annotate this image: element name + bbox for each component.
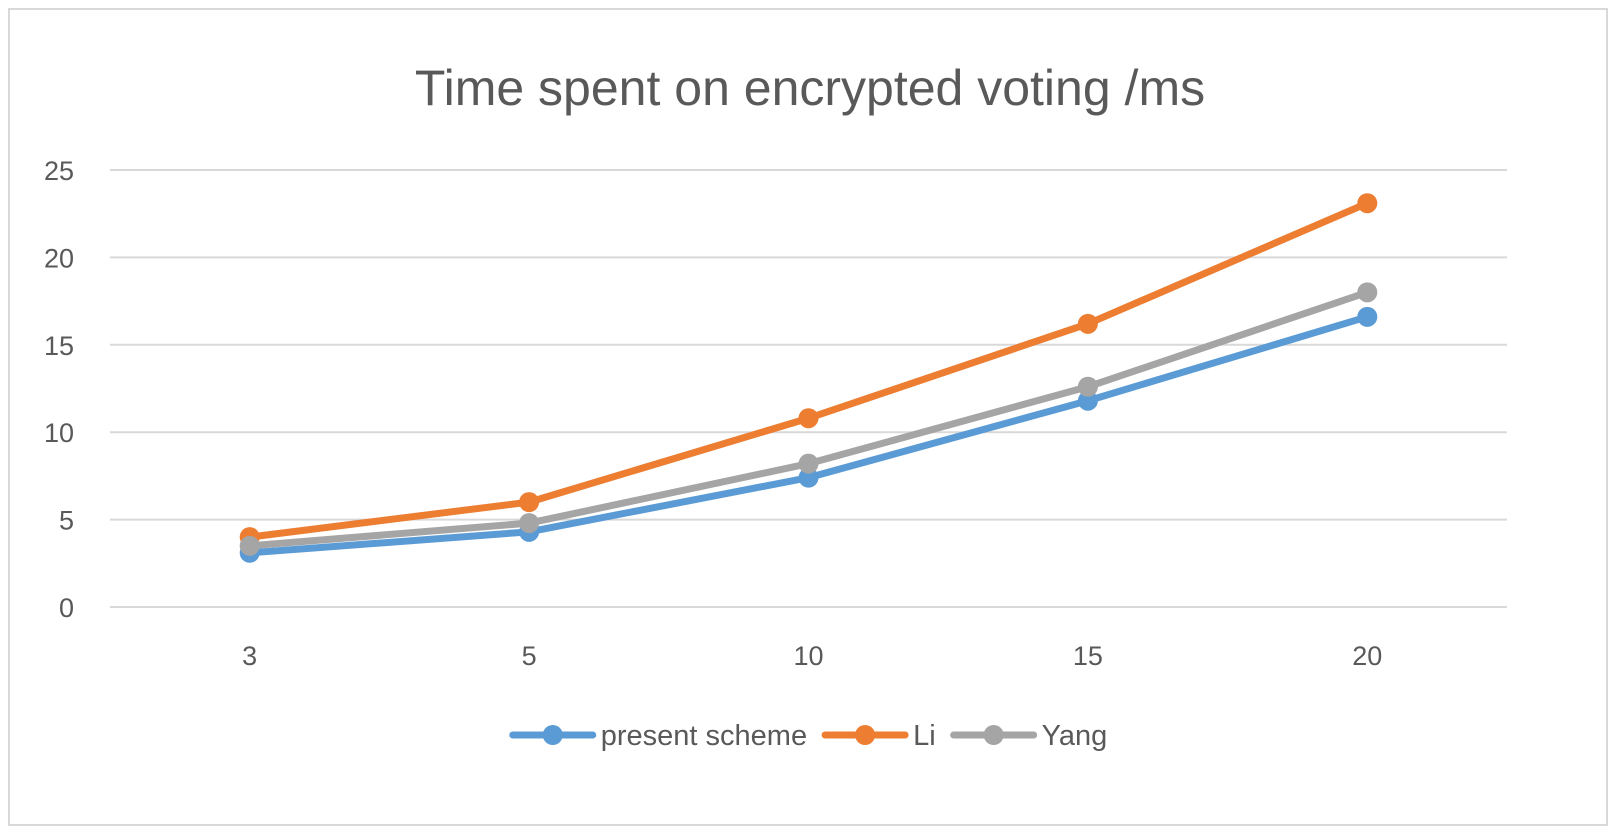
series-0 — [239, 306, 1378, 563]
series-2 — [239, 282, 1378, 556]
legend-label: present scheme — [601, 720, 807, 752]
x-tick-label: 5 — [522, 641, 537, 671]
gridlines — [110, 169, 1507, 608]
x-axis-tick-labels: 3 5 10 15 20 — [242, 641, 1382, 671]
y-tick-label: 20 — [44, 243, 74, 273]
data-point — [1357, 282, 1378, 303]
legend-item: Yang — [950, 720, 1108, 752]
chart-frame: Time spent on encrypted voting /ms 0 5 10 1… — [8, 8, 1608, 826]
data-point — [798, 453, 819, 474]
x-tick-label: 15 — [1073, 641, 1103, 671]
series-1 — [239, 193, 1378, 548]
data-point — [1077, 376, 1098, 397]
y-tick-label: 5 — [59, 506, 74, 536]
data-point — [1357, 306, 1378, 327]
legend-swatch-marker — [855, 725, 876, 745]
data-point — [798, 467, 819, 488]
data-point — [1357, 193, 1378, 214]
data-point — [1077, 390, 1098, 411]
legend: present scheme Li Yang — [509, 720, 1108, 752]
legend-item: present scheme — [509, 720, 807, 752]
data-point — [519, 513, 540, 534]
x-tick-label: 3 — [242, 641, 257, 671]
series-layer — [239, 193, 1378, 563]
y-tick-label: 10 — [44, 418, 74, 448]
legend-label: Yang — [1042, 720, 1108, 752]
legend-item: Li — [821, 720, 936, 752]
y-axis-tick-labels: 0 5 10 15 20 25 — [44, 156, 74, 623]
legend-swatch-marker — [542, 725, 563, 745]
y-tick-label: 0 — [59, 593, 74, 623]
data-point — [798, 408, 819, 429]
data-point — [239, 535, 260, 556]
x-tick-label: 10 — [793, 641, 823, 671]
y-tick-label: 15 — [44, 331, 74, 361]
line-chart: Time spent on encrypted voting /ms 0 5 10 1… — [44, 60, 1507, 752]
data-point — [1077, 313, 1098, 334]
x-tick-label: 20 — [1352, 641, 1382, 671]
data-point — [519, 492, 540, 513]
legend-label: Li — [913, 720, 936, 752]
chart-title: Time spent on encrypted voting /ms — [415, 60, 1205, 116]
y-tick-label: 25 — [44, 156, 74, 186]
legend-swatch-marker — [983, 725, 1004, 745]
